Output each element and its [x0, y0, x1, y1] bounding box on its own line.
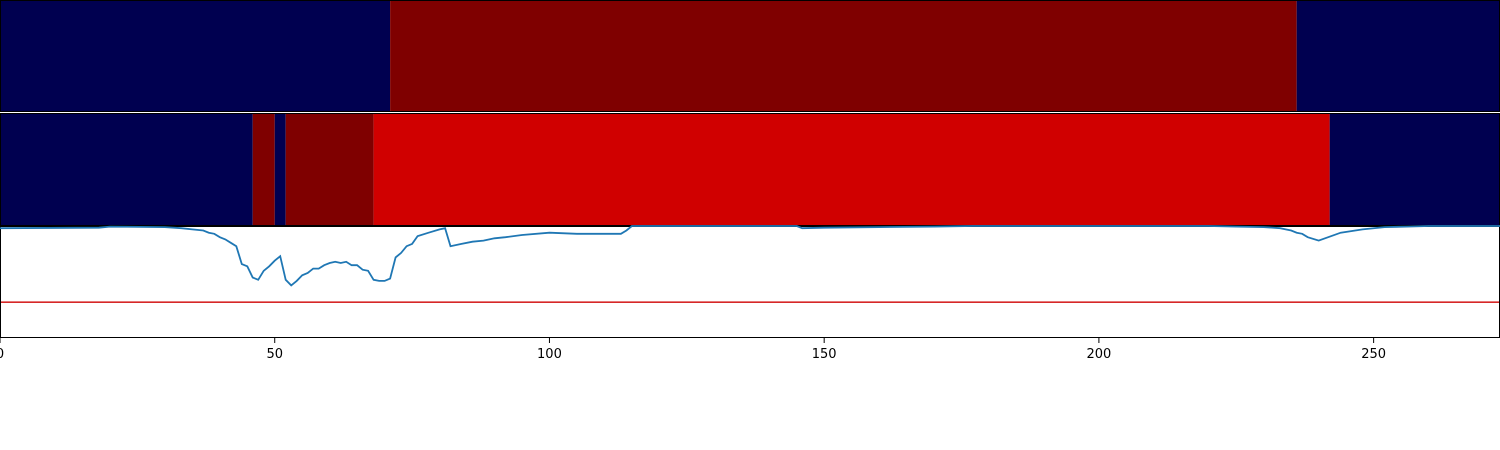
track2-segment-0	[0, 113, 253, 226]
x-tick-label-250: 250	[1361, 347, 1386, 362]
x-tick-label-0: 0	[0, 347, 4, 362]
track2-segment-5	[1329, 113, 1500, 226]
track2-segment-3	[285, 113, 374, 226]
track1-segment-2	[1296, 0, 1500, 112]
x-tick-label-100: 100	[537, 347, 562, 362]
track2-segment-4	[373, 113, 1330, 226]
line-panel-frame	[0, 226, 1500, 338]
track1-segment-1	[390, 0, 1297, 112]
x-tick-label-200: 200	[1086, 347, 1111, 362]
track1-segment-0	[0, 0, 391, 112]
segment-track-2	[0, 113, 1500, 226]
x-tick-label-50: 50	[266, 347, 283, 362]
score-series-line	[0, 225, 1500, 287]
score-line-panel	[0, 225, 1500, 338]
x-tick-label-150: 150	[812, 347, 837, 362]
track2-segment-2	[274, 113, 286, 226]
track2-segment-1	[252, 113, 275, 226]
segment-track-1	[0, 0, 1500, 112]
x-axis: 0 50 100 150 200 250	[0, 338, 1386, 362]
